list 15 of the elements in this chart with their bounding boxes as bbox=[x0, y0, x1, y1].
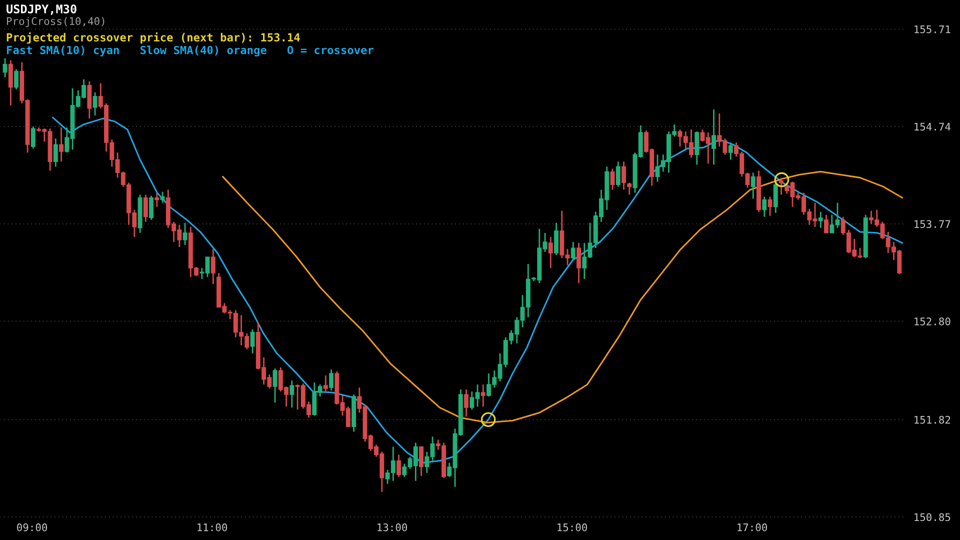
x-tick-label: 11:00 bbox=[198, 523, 228, 532]
chart-title: USDJPY,M30 bbox=[6, 4, 76, 15]
y-tick-label: 152.80 bbox=[914, 317, 950, 326]
annotation: Projected crossover price (next bar): 153.14 bbox=[6, 32, 300, 44]
x-tick-label: 09:00 bbox=[17, 523, 48, 532]
x-tick-label: 17:00 bbox=[738, 523, 768, 532]
text: ProjCross(10,40) bbox=[7, 16, 104, 28]
y-tick-label: 151.82 bbox=[914, 416, 950, 424]
y-tick-label: 155.71 bbox=[914, 26, 950, 34]
y-tick-label: 150.85 bbox=[914, 513, 950, 522]
y-tick-label: 153.77 bbox=[914, 220, 950, 228]
x-tick-label: 13:00 bbox=[378, 523, 408, 532]
x-tick-label: 15:00 bbox=[558, 523, 588, 532]
annotation: Fast SMA(10) cyan Slow SMA(40) orange O = crossover bbox=[6, 46, 374, 56]
y-tick-label: 154.74 bbox=[914, 122, 950, 131]
